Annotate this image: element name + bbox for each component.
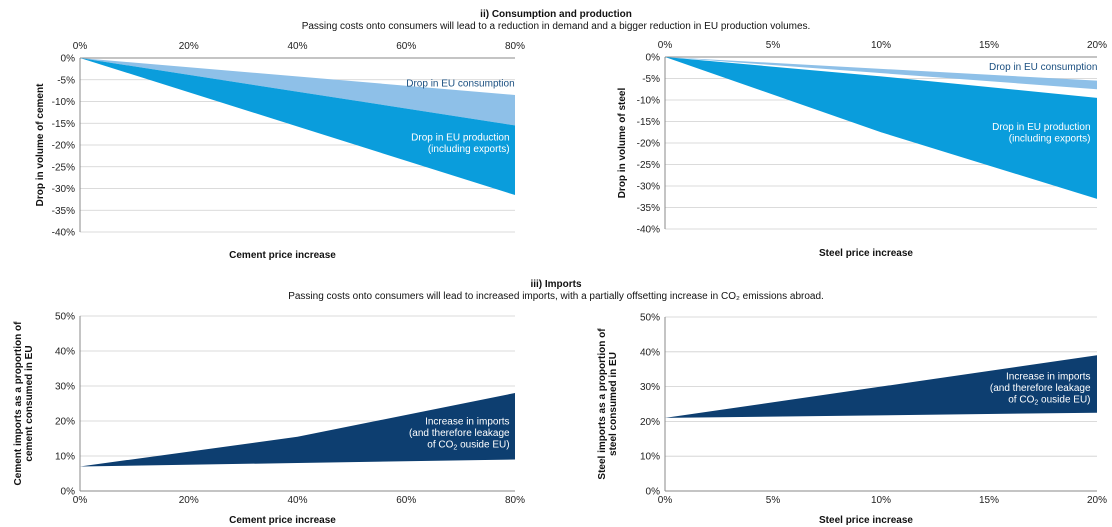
y-tick-label: -40%: [637, 225, 660, 236]
y-tick-label: 30%: [640, 382, 660, 393]
y-tick-label: -15%: [52, 119, 75, 130]
annotation-label: Increase in imports: [425, 417, 509, 428]
x-tick-label: 20%: [1087, 495, 1107, 506]
y-tick-label: -20%: [637, 139, 660, 150]
y-tick-label: -25%: [637, 160, 660, 171]
y-tick-label: 20%: [55, 417, 75, 428]
annotation-label: of CO2 ouside EU): [427, 440, 509, 452]
x-tick-label: 15%: [979, 495, 999, 506]
x-tick-label: 0%: [658, 495, 673, 506]
y-tick-label: -25%: [52, 162, 75, 173]
annotation-label: (including exports): [1009, 134, 1091, 145]
x-tick-label: 40%: [287, 41, 307, 52]
x-tick-label: 0%: [73, 495, 88, 506]
y-tick-label: 0%: [646, 53, 661, 64]
area-series-1: [80, 58, 515, 196]
y-axis-title: cement consumed in EU: [24, 345, 35, 461]
x-tick-label: 10%: [871, 495, 891, 506]
annotation-label: Drop in EU consumption: [406, 78, 514, 89]
y-tick-label: -30%: [52, 184, 75, 195]
x-axis-title: Steel price increase: [819, 248, 913, 259]
y-tick-label: -40%: [52, 228, 75, 239]
y-tick-label: 50%: [55, 312, 75, 323]
y-tick-label: 0%: [646, 487, 661, 498]
y-tick-label: 0%: [61, 54, 76, 65]
annotation-label: Drop in EU production: [992, 122, 1090, 133]
y-tick-label: -5%: [642, 74, 660, 85]
annotation-label: Drop in EU production: [411, 133, 509, 144]
x-tick-label: 80%: [505, 495, 525, 506]
y-tick-label: 40%: [640, 347, 660, 358]
x-tick-label: 5%: [766, 495, 781, 506]
area-series-1: [665, 57, 1097, 199]
x-tick-label: 0%: [73, 41, 88, 52]
chart-steel_imports: 0% 10% 20% 30% 40% 50% 0% 5% 10% 15% 20% Increase i…: [597, 313, 1107, 527]
x-tick-label: 10%: [871, 40, 891, 51]
annotation-label: of CO2 ouside EU): [1008, 395, 1090, 407]
y-tick-label: 40%: [55, 347, 75, 358]
y-axis-title: Drop in volume of steel: [617, 87, 628, 198]
chart-cement_imports: 0% 10% 20% 30% 40% 50% 0% 20% 40% 60% 80% Increase …: [13, 312, 525, 527]
chart-steel_consumption_production: 0% -5% -10% -15% -20% -25% -30% -35% -40% 0% 5% 10%…: [617, 40, 1107, 259]
x-axis-title: Steel price increase: [819, 515, 913, 526]
x-tick-label: 80%: [505, 41, 525, 52]
y-tick-label: 10%: [55, 452, 75, 463]
y-axis-title: Cement imports as a proportion of: [13, 321, 24, 486]
section-iii-title: iii) Imports: [530, 279, 582, 290]
y-tick-label: 0%: [61, 487, 76, 498]
x-tick-label: 20%: [179, 41, 199, 52]
x-tick-label: 60%: [396, 41, 416, 52]
area-series-0: [80, 393, 515, 467]
annotation-label: (including exports): [428, 144, 510, 155]
x-tick-label: 5%: [766, 40, 781, 51]
section-ii-title: ii) Consumption and production: [480, 9, 632, 20]
y-axis-title: steel consumed in EU: [608, 352, 619, 456]
y-tick-label: -15%: [637, 117, 660, 128]
x-tick-label: 0%: [658, 40, 673, 51]
x-tick-label: 20%: [1087, 40, 1107, 51]
y-tick-label: -10%: [637, 96, 660, 107]
y-tick-label: -30%: [637, 182, 660, 193]
y-tick-label: -35%: [637, 203, 660, 214]
annotation-label: Drop in EU consumption: [989, 62, 1097, 73]
y-tick-label: 50%: [640, 313, 660, 324]
section-ii-subtitle: Passing costs onto consumers will lead t…: [301, 21, 811, 32]
x-tick-label: 20%: [179, 495, 199, 506]
y-tick-label: 30%: [55, 382, 75, 393]
annotation-label: (and therefore leakage: [409, 428, 510, 439]
y-tick-label: -5%: [57, 75, 75, 86]
x-tick-label: 40%: [287, 495, 307, 506]
x-axis-title: Cement price increase: [229, 250, 336, 261]
x-axis-title: Cement price increase: [229, 515, 336, 526]
y-tick-label: 10%: [640, 452, 660, 463]
chart-cement_consumption_production: 0% -5% -10% -15% -20% -25% -30% -35% -40% 0% 20% 40…: [35, 41, 525, 261]
x-tick-label: 60%: [396, 495, 416, 506]
y-axis-title: Drop in volume of cement: [35, 83, 46, 206]
annotation-label: Increase in imports: [1006, 372, 1090, 383]
section-iii-subtitle: Passing costs onto consumers will lead t…: [288, 291, 824, 302]
x-tick-label: 15%: [979, 40, 999, 51]
y-tick-label: -20%: [52, 141, 75, 152]
y-axis-title: Steel imports as a proportion of: [597, 328, 608, 480]
y-tick-label: -10%: [52, 97, 75, 108]
y-tick-label: -35%: [52, 206, 75, 217]
area-series-0: [665, 57, 1097, 90]
annotation-label: (and therefore leakage: [990, 383, 1091, 394]
area-series-0: [665, 355, 1097, 418]
y-tick-label: 20%: [640, 417, 660, 428]
